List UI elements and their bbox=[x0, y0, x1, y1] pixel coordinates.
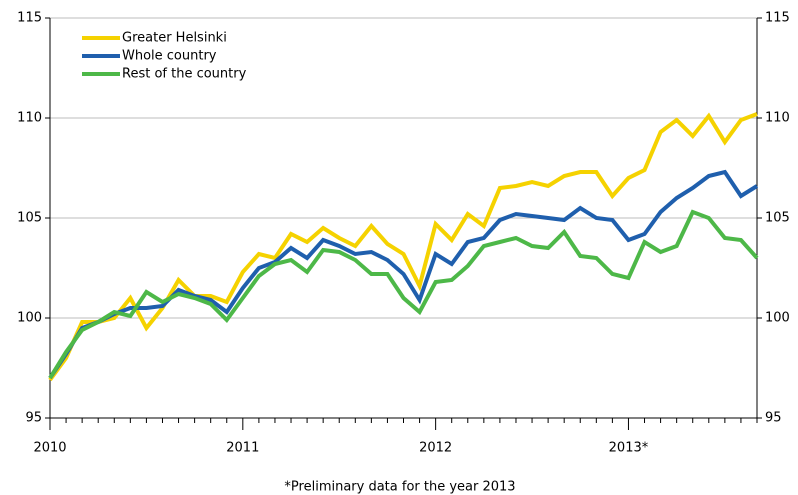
y2-tick-label: 95 bbox=[765, 411, 782, 426]
y2-tick-label: 115 bbox=[765, 11, 790, 26]
y2-tick-label: 105 bbox=[765, 211, 790, 226]
y-tick-label: 100 bbox=[17, 311, 42, 326]
legend-label: Rest of the country bbox=[122, 67, 247, 82]
x-tick-label: 2011 bbox=[226, 441, 259, 456]
y-tick-label: 105 bbox=[17, 211, 42, 226]
y2-tick-label: 100 bbox=[765, 311, 790, 326]
x-tick-label: 2012 bbox=[419, 441, 452, 456]
y2-tick-label: 110 bbox=[765, 111, 790, 126]
legend-label: Greater Helsinki bbox=[122, 31, 227, 46]
y-tick-label: 115 bbox=[17, 11, 42, 26]
series-line bbox=[48, 169, 759, 380]
legend-label: Whole country bbox=[122, 49, 217, 64]
footnote: *Preliminary data for the year 2013 bbox=[284, 480, 515, 495]
x-tick-label: 2013* bbox=[609, 441, 649, 456]
series-line bbox=[48, 209, 759, 380]
x-tick-label: 2010 bbox=[33, 441, 66, 456]
y-tick-label: 110 bbox=[17, 111, 42, 126]
y-tick-label: 95 bbox=[25, 411, 42, 426]
